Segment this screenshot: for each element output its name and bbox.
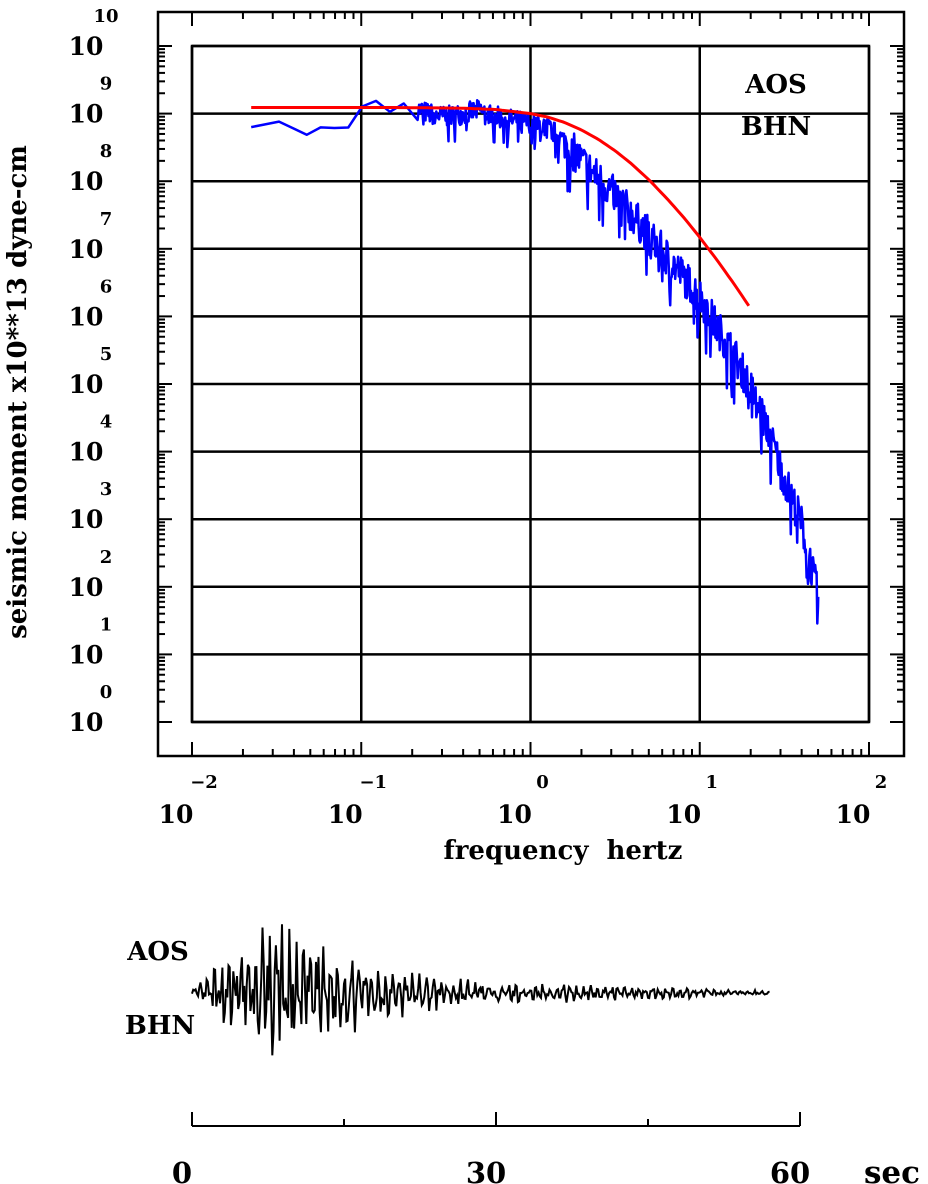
x-tick-label: 10 — [497, 800, 532, 829]
y-tick-exponent: 0 — [100, 682, 113, 703]
spectrum-observed-line — [250, 98, 820, 625]
y-tick-labels: 10 0 10 1 10 2 10 3 10 4 10 5 10 6 10 7 10 8 10 9 10 10 — [69, 6, 119, 737]
axis-ticks — [158, 12, 904, 756]
y-tick-label: 10 — [69, 370, 104, 399]
time-unit-label: sec — [864, 1155, 920, 1184]
y-tick-exponent: 8 — [100, 141, 113, 162]
x-tick-label: 10 — [328, 800, 363, 829]
y-tick-label: 10 — [69, 100, 104, 129]
time-axis: 0 30 60 — [172, 1112, 810, 1184]
y-tick-label: 10 — [69, 640, 104, 669]
y-tick-exponent: 2 — [100, 547, 113, 568]
y-axis-title: seismic moment x10**13 dyne-cm — [3, 145, 33, 639]
x-tick-exponent: 0 — [536, 772, 549, 793]
time-tick-label: 0 — [172, 1156, 192, 1184]
y-tick-label: 10 — [69, 505, 104, 534]
y-tick-exponent: 4 — [100, 412, 113, 433]
series-layer — [250, 98, 820, 625]
x-axis-title: frequency hertz — [444, 836, 683, 866]
y-tick-exponent: 1 — [100, 614, 113, 635]
spectrum-channel-label: BHN — [741, 112, 811, 142]
y-tick-exponent: 6 — [100, 276, 113, 297]
spectrum-model-fit-line — [251, 106, 751, 307]
y-tick-label: 10 — [69, 708, 104, 737]
x-tick-label: 10 — [836, 800, 871, 829]
seismogram-trace — [191, 924, 770, 1056]
y-tick-label: 10 — [69, 302, 104, 331]
y-tick-exponent: 9 — [100, 74, 113, 95]
seismogram-channel-label: BHN — [125, 1011, 195, 1041]
y-tick-exponent: 7 — [100, 209, 113, 230]
y-tick-label: 10 — [69, 438, 104, 467]
x-tick-exponent: 2 — [875, 772, 888, 793]
time-tick-label: 60 — [770, 1156, 810, 1184]
x-tick-exponent: 1 — [705, 772, 718, 793]
plot-area-frame — [190, 44, 871, 724]
x-tick-exponent: −2 — [190, 772, 218, 793]
y-tick-exponent: 3 — [100, 479, 113, 500]
spectrum-station-label: AOS — [744, 70, 807, 100]
grid — [190, 44, 871, 724]
x-tick-label: 10 — [666, 800, 701, 829]
seismogram-trace-layer — [191, 924, 770, 1056]
x-tick-label: 10 — [159, 800, 194, 829]
y-tick-label: 10 — [69, 32, 104, 61]
y-tick-label: 10 — [69, 167, 104, 196]
x-tick-exponent: −1 — [359, 772, 387, 793]
y-tick-exponent: 5 — [100, 344, 113, 365]
y-tick-label: 10 — [69, 573, 104, 602]
seismogram-station-label: AOS — [126, 937, 189, 967]
time-tick-label: 30 — [466, 1156, 506, 1184]
y-tick-exponent: 10 — [93, 6, 118, 27]
y-tick-label: 10 — [69, 235, 104, 264]
